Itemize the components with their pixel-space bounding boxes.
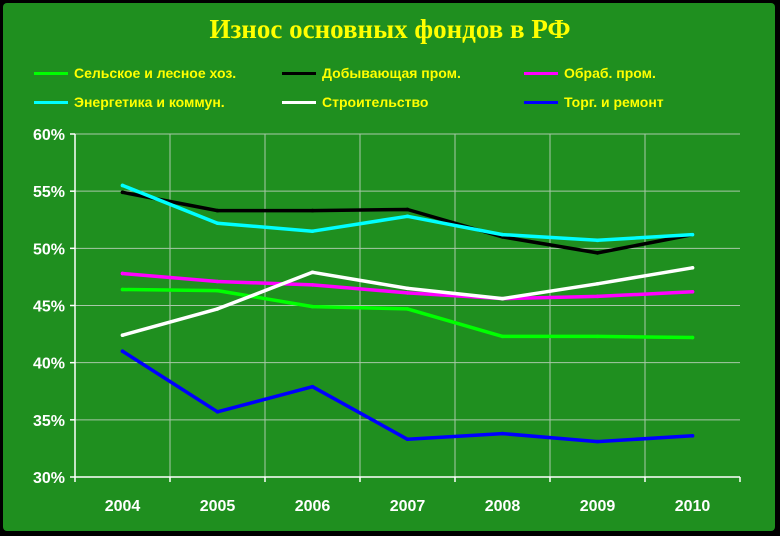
- series-0-point-2006: [310, 304, 315, 309]
- series-line-3: [120, 183, 695, 243]
- series-0-point-2007: [405, 307, 410, 311]
- series-line-5: [120, 349, 695, 444]
- legend-swatch-mining: [282, 72, 316, 75]
- legend-swatch-energy: [34, 101, 68, 104]
- series-2-point-2010: [690, 289, 695, 294]
- series-2-point-2006: [310, 283, 315, 287]
- series-0-point-2009: [595, 334, 600, 339]
- series-0-point-2004: [120, 287, 125, 292]
- series-1-point-2007: [405, 207, 410, 212]
- series-0-point-2005: [215, 288, 220, 293]
- series-5-point-2007: [405, 437, 410, 442]
- series-4-point-2007: [405, 286, 410, 291]
- series-5-point-2004: [120, 349, 125, 354]
- x-tick-label-2008: 2008: [485, 498, 521, 515]
- x-tick-label-2010: 2010: [675, 498, 711, 515]
- series-0-point-2008: [500, 334, 505, 339]
- series-1-point-2005: [215, 208, 220, 213]
- series-2-point-2005: [215, 279, 220, 284]
- series-2-point-2007: [405, 291, 410, 295]
- series-3-point-2005: [215, 221, 220, 225]
- chart-background: [3, 3, 775, 531]
- series-5-point-2005: [215, 410, 220, 414]
- legend-label-mining: Добывающая пром.: [322, 65, 461, 81]
- legend-label-manufacturing: Обраб. пром.: [564, 65, 656, 81]
- legend-label-construction: Строительство: [322, 94, 429, 110]
- series-1-point-2006: [310, 208, 315, 213]
- x-tick-label-2005: 2005: [200, 498, 236, 515]
- series-3-point-2009: [595, 238, 600, 243]
- series-3-point-2007: [405, 214, 410, 219]
- legend-swatch-manufacturing: [524, 72, 558, 75]
- series-3-point-2004: [120, 183, 125, 188]
- series-5-point-2010: [690, 434, 695, 438]
- series-4-point-2008: [500, 296, 505, 301]
- series-2-point-2009: [595, 294, 600, 299]
- x-tick-label-2009: 2009: [580, 498, 616, 515]
- series-4-point-2005: [215, 307, 220, 311]
- x-tick-label-2007: 2007: [390, 498, 426, 515]
- series-5-point-2006: [310, 384, 315, 389]
- series-5-point-2008: [500, 431, 505, 436]
- series-3-point-2010: [690, 232, 695, 237]
- series-line-4: [120, 266, 695, 337]
- y-tick-label-2: 40%: [33, 356, 65, 373]
- series-4-point-2004: [120, 333, 125, 338]
- series-2-point-2004: [120, 271, 125, 276]
- legend-label-agriculture: Сельское и лесное хоз.: [74, 65, 237, 81]
- y-tick-label-5: 55%: [33, 184, 65, 201]
- series-4-point-2006: [310, 270, 315, 275]
- series-0-point-2010: [690, 335, 695, 340]
- series-3-point-2006: [310, 229, 315, 233]
- legend-label-energy: Энергетика и коммун.: [74, 94, 225, 110]
- series-4-point-2010: [690, 265, 695, 270]
- y-tick-label-6: 60%: [33, 127, 65, 144]
- y-tick-label-0: 30%: [33, 470, 65, 487]
- y-tick-label-3: 45%: [33, 299, 65, 316]
- legend-swatch-agriculture: [34, 72, 68, 75]
- series-line-2: [120, 271, 695, 301]
- x-tick-label-2004: 2004: [105, 498, 141, 515]
- legend-swatch-construction: [282, 101, 316, 104]
- series-1-point-2009: [595, 251, 600, 255]
- series-5-point-2009: [595, 439, 600, 444]
- legend-swatch-trade: [524, 101, 558, 104]
- y-tick-label-4: 50%: [33, 241, 65, 258]
- legend-label-trade: Торг. и ремонт: [564, 94, 664, 110]
- x-tick-label-2006: 2006: [295, 498, 331, 515]
- chart-title: Износ основных фондов в РФ: [209, 14, 571, 44]
- y-tick-label-1: 35%: [33, 413, 65, 430]
- series-line-1: [120, 190, 695, 255]
- series-3-point-2008: [500, 232, 505, 237]
- series-1-point-2004: [120, 190, 125, 195]
- series-4-point-2009: [595, 281, 600, 286]
